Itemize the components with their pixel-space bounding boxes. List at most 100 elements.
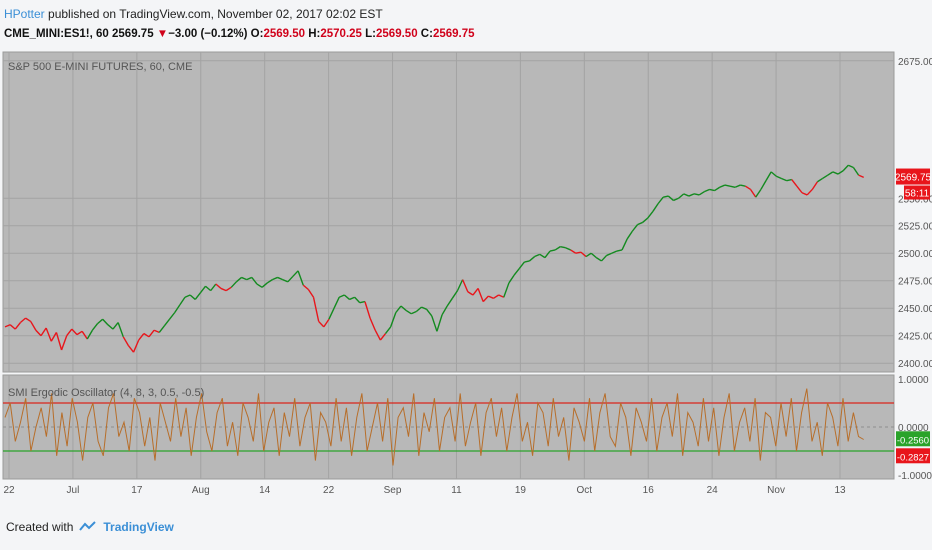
price-segment	[544, 250, 551, 259]
price-segment	[189, 294, 196, 300]
price-segment	[858, 174, 864, 179]
price-segment	[806, 188, 813, 196]
price-segment	[97, 318, 104, 325]
oscillator-tick-label: 1.0000	[898, 375, 929, 386]
price-segment	[40, 327, 47, 337]
price-segment	[174, 304, 181, 314]
time-tick-label: 16	[643, 485, 655, 496]
price-segment	[230, 281, 237, 288]
oscillator-value-badge	[896, 431, 930, 447]
price-segment	[102, 318, 109, 326]
oscillator-value-badge-text: -0.2560	[897, 435, 929, 446]
price-segment	[461, 279, 469, 292]
price-segment	[256, 283, 263, 288]
price-segment	[518, 261, 525, 270]
tradingview-logo-icon	[79, 521, 97, 531]
price-segment	[493, 294, 500, 299]
time-axis[interactable]: 22 Jul 17 Aug 14 22 Sep 11 19 Oct 16 24 Nov 13	[3, 485, 846, 496]
time-tick-label: 24	[707, 485, 719, 496]
price-segment	[446, 297, 453, 307]
close-value: 2569.75	[432, 28, 475, 40]
price-segment	[415, 306, 422, 313]
price-segment	[631, 224, 639, 232]
time-tick-label: 14	[259, 485, 271, 496]
author-link[interactable]: HPotter	[4, 7, 45, 21]
price-segment	[585, 252, 592, 258]
price-segment	[266, 279, 273, 284]
chart-svg[interactable]: S&P 500 E-MINI FUTURES, 60, CME SMI Ergo…	[0, 48, 932, 510]
price-tick-label: 2475.00	[898, 277, 932, 288]
price-segment	[626, 230, 633, 240]
price-segment	[261, 282, 268, 288]
oscillator-title: SMI Ergodic Oscillator (4, 8, 3, 0.5, -0…	[8, 387, 204, 399]
price-segment	[364, 301, 371, 319]
price-segment	[852, 167, 860, 176]
price-segment	[168, 312, 176, 320]
price-segment	[9, 324, 16, 330]
price-segment	[302, 284, 309, 291]
price-tick-label: 2550.00	[898, 194, 932, 205]
price-segment	[534, 253, 541, 258]
price-segment	[714, 186, 721, 192]
price-segment	[637, 221, 643, 226]
price-segment	[307, 289, 315, 298]
price-segment	[848, 164, 854, 169]
price-segment	[251, 276, 258, 285]
price-segment	[431, 315, 438, 332]
price-axis[interactable]: 2675.00 2550.00 2525.00 2500.00 2475.00 2450.…	[898, 57, 932, 370]
price-segment	[657, 196, 664, 205]
price-segment	[678, 193, 685, 199]
price-tick-label: 2525.00	[898, 222, 932, 233]
symbol-info-line: CME_MINI:ES1!, 60 2569.75 ▼−3.00 (−0.12%…	[4, 28, 475, 40]
high-value: 2570.25	[320, 28, 362, 40]
last-price: 2569.75	[112, 28, 154, 40]
price-segment	[405, 309, 412, 315]
price-segment	[606, 252, 613, 257]
created-with-text: Created with	[6, 520, 74, 534]
signal-value-badge-text: -0.2827	[897, 452, 929, 463]
price-change: −3.00 (−0.12%)	[168, 28, 248, 40]
price-segment	[287, 275, 294, 283]
price-tick-label: 2500.00	[898, 249, 932, 260]
oscillator-axis[interactable]: 1.0000 0.0000 -1.0000	[898, 375, 932, 482]
price-segment	[343, 294, 350, 300]
price-segment	[384, 326, 392, 334]
price-segment	[667, 195, 674, 201]
signal-value-badge	[896, 448, 930, 464]
close-label: C:	[420, 28, 433, 40]
tradingview-brand[interactable]: TradingView	[103, 520, 174, 534]
price-segment	[760, 180, 767, 190]
oscillator-tick-label: 0.0000	[898, 423, 929, 434]
price-segment	[323, 318, 330, 328]
time-tick-label: 17	[131, 485, 143, 496]
price-segment	[4, 324, 11, 328]
price-pane[interactable]	[2, 51, 895, 373]
price-segment	[822, 174, 829, 180]
price-segment	[138, 333, 145, 341]
price-segment	[25, 317, 32, 323]
price-segment	[179, 296, 186, 306]
price-segment	[215, 283, 222, 289]
countdown-badge-text: 58:11	[905, 189, 930, 200]
time-tick-label: Nov	[767, 485, 785, 496]
time-tick-label: 22	[323, 485, 335, 496]
price-segment	[81, 330, 88, 340]
price-segment	[837, 170, 844, 175]
high-label: H:	[308, 28, 321, 40]
price-segment	[600, 254, 608, 262]
price-segment	[153, 329, 160, 334]
price-segment	[652, 203, 659, 212]
time-tick-label: 11	[451, 485, 462, 496]
price-segment	[513, 268, 520, 276]
chart-area[interactable]: S&P 500 E-MINI FUTURES, 60, CME SMI Ergo…	[0, 48, 932, 510]
price-segment	[369, 317, 376, 331]
last-price-badge	[896, 168, 930, 185]
price-segment	[86, 329, 94, 340]
symbol-name[interactable]: CME_MINI:ES1!, 60	[4, 28, 109, 40]
price-tick-label: 2450.00	[898, 304, 932, 315]
price-segment	[50, 332, 58, 342]
price-segment	[55, 332, 63, 351]
price-segment	[539, 253, 546, 259]
price-segment	[14, 322, 21, 330]
price-segment	[595, 257, 602, 262]
